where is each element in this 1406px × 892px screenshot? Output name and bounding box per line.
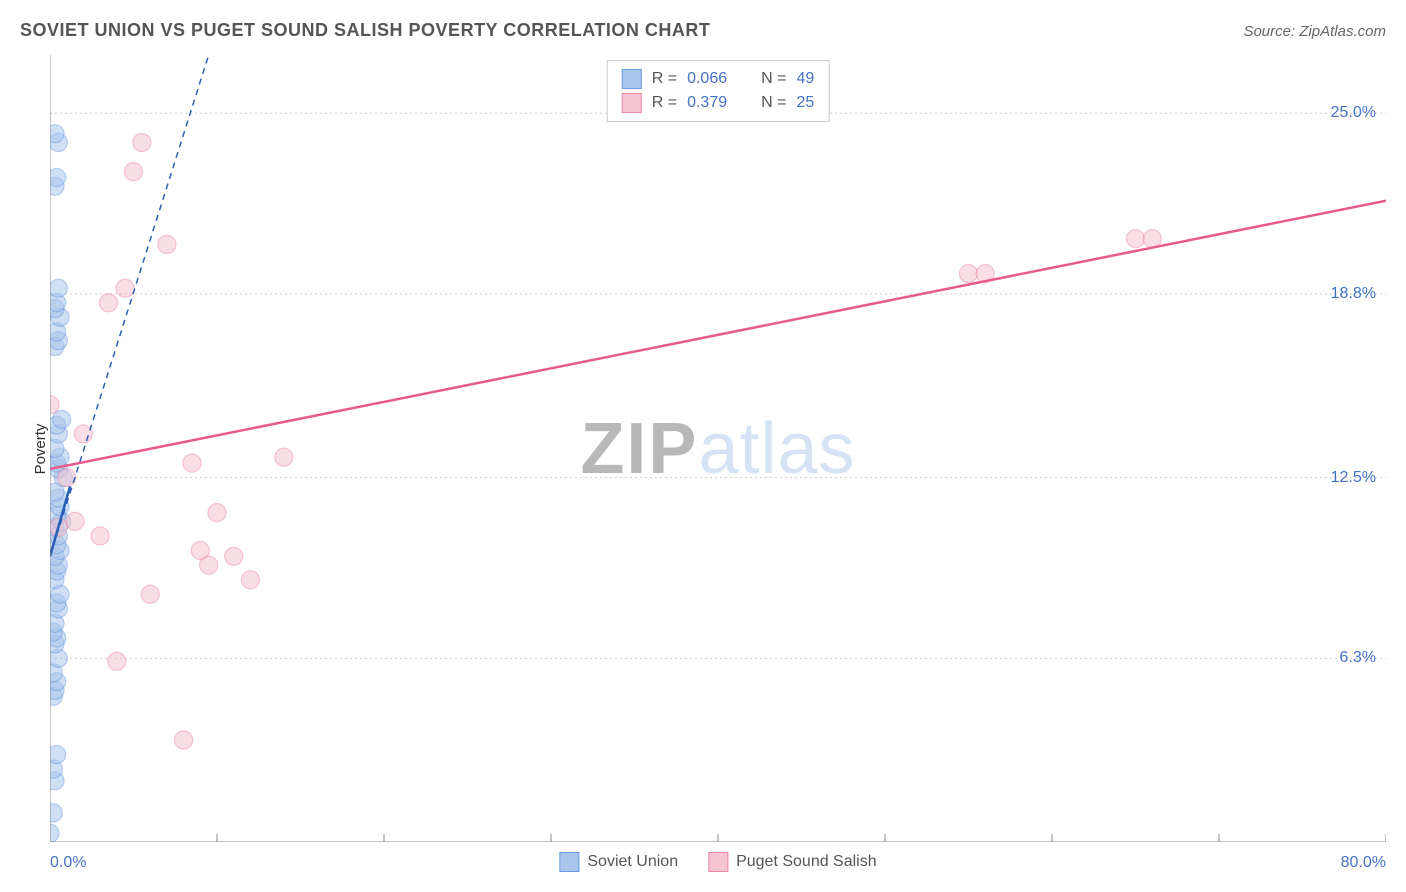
legend-stats-row: R = 0.379 N = 25	[622, 91, 815, 115]
legend-r-value: 0.379	[687, 94, 727, 112]
legend-swatch-icon	[708, 852, 728, 872]
legend-stats: R = 0.066 N = 49 R = 0.379 N = 25	[607, 60, 830, 122]
y-axis-title: Poverty	[32, 423, 49, 474]
legend-r-label: R =	[652, 94, 677, 112]
legend-series-item: Puget Sound Salish	[708, 852, 877, 872]
legend-n-value: 25	[796, 94, 814, 112]
y-tick-label: 18.8%	[1331, 285, 1376, 303]
legend-swatch-icon	[559, 852, 579, 872]
legend-n-value: 49	[796, 70, 814, 88]
chart-area: ZIPatlas Poverty 6.3%12.5%18.8%25.0% 0.0…	[50, 55, 1386, 842]
chart-header: SOVIET UNION VS PUGET SOUND SALISH POVER…	[20, 20, 1386, 41]
legend-series: Soviet Union Puget Sound Salish	[559, 852, 876, 872]
legend-r-label: R =	[652, 70, 677, 88]
legend-series-label: Puget Sound Salish	[736, 853, 877, 871]
chart-title: SOVIET UNION VS PUGET SOUND SALISH POVER…	[20, 20, 710, 41]
x-tick-label: 0.0%	[50, 854, 86, 872]
legend-series-item: Soviet Union	[559, 852, 678, 872]
legend-r-value: 0.066	[687, 70, 727, 88]
y-tick-label: 25.0%	[1331, 104, 1376, 122]
legend-stats-row: R = 0.066 N = 49	[622, 67, 815, 91]
chart-source: Source: ZipAtlas.com	[1243, 23, 1386, 40]
x-tick-label: 80.0%	[1341, 854, 1386, 872]
scatter-plot-svg	[50, 55, 1386, 842]
legend-series-label: Soviet Union	[587, 853, 678, 871]
legend-n-label: N =	[761, 94, 786, 112]
y-tick-label: 12.5%	[1331, 469, 1376, 487]
legend-swatch-icon	[622, 69, 642, 89]
legend-swatch-icon	[622, 93, 642, 113]
legend-n-label: N =	[761, 70, 786, 88]
y-tick-label: 6.3%	[1340, 649, 1376, 667]
